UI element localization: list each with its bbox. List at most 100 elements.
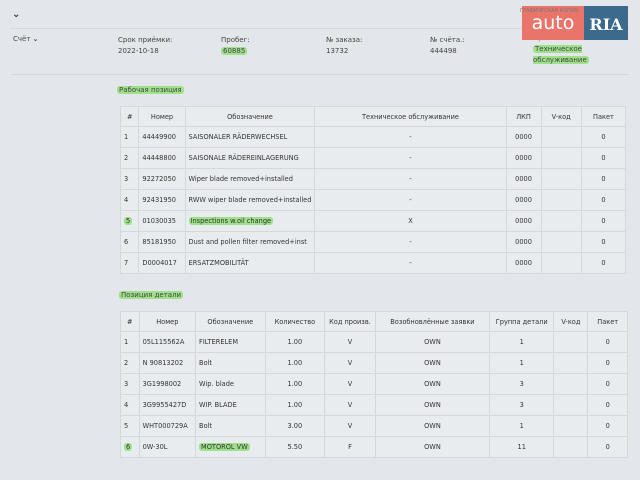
- column-header: Техническое обслуживание: [314, 106, 507, 127]
- table-cell: 1.00: [264, 394, 326, 416]
- column-header: Обозначение: [184, 106, 316, 127]
- table-cell: [553, 373, 589, 395]
- table-cell: 3G1998002: [138, 373, 197, 395]
- table-cell: 1: [120, 331, 140, 353]
- table-cell: MOTOROL VW: [195, 436, 266, 458]
- table-cell: 3: [489, 373, 555, 395]
- table-cell: Wiper blade removed+installed: [184, 168, 316, 190]
- column-header: ЛКП: [505, 106, 542, 127]
- table-cell: 3.00: [264, 415, 326, 437]
- autoria-watermark-logo: auto RIA: [522, 6, 628, 40]
- table-cell: 85181950: [138, 231, 186, 253]
- table-cell: [553, 415, 589, 437]
- table-header-row: # Номер Обозначение Количество Код произв. Во…: [120, 311, 628, 332]
- table-cell: 0000: [505, 168, 542, 190]
- table-cell: 3: [119, 168, 140, 190]
- table-cell: [540, 231, 582, 253]
- collapse-chevron-icon[interactable]: ⌄: [12, 9, 21, 20]
- table-cell: 0: [580, 210, 627, 232]
- table-cell: -: [314, 231, 507, 253]
- table-cell: ERSATZMOBILITÄT: [184, 252, 316, 274]
- table-cell: OWN: [374, 415, 491, 437]
- table-cell: 05L115562A: [138, 331, 197, 353]
- table-cell: OWN: [374, 352, 491, 374]
- table-cell: 0: [580, 126, 627, 148]
- table-cell: [553, 394, 589, 416]
- table-cell: 1.00: [264, 373, 326, 395]
- column-header: #: [120, 311, 140, 332]
- table-cell: 0: [580, 168, 627, 190]
- table-cell: 0W-30L: [138, 436, 197, 458]
- table-cell: Bolt: [195, 415, 266, 437]
- divider: [10, 74, 630, 75]
- table-cell: -: [314, 147, 507, 169]
- table-cell: 3: [489, 394, 555, 416]
- column-header: Обозначение: [195, 311, 266, 332]
- table-cell: -: [314, 168, 507, 190]
- table-cell: X: [314, 210, 507, 232]
- table-row: 3 92272050 Wiper blade removed+installed -0…: [119, 168, 627, 190]
- table-row: 6 0W-30L MOTOROL VW 5.50 F OWN 11 0: [120, 436, 628, 458]
- table-cell: WIP. BLADE: [195, 394, 266, 416]
- table-cell: 0: [587, 352, 628, 374]
- table-cell: 92272050: [138, 168, 186, 190]
- table-cell: 0: [580, 147, 627, 169]
- table-cell: 0000: [505, 126, 542, 148]
- table-cell: V: [324, 394, 376, 416]
- table-cell: 3: [120, 373, 140, 395]
- table-cell: 0000: [505, 252, 542, 274]
- table-header-row: # Номер Обозначение Техническое обслуживани…: [119, 106, 627, 127]
- table-cell: 0: [587, 394, 628, 416]
- column-header: Номер: [138, 311, 197, 332]
- work-positions-table: # Номер Обозначение Техническое обслуживани…: [119, 106, 627, 274]
- watermark-text: ГРАФИЧЕСКАЯ КОПИЯ: [520, 8, 579, 14]
- table-cell: 1: [489, 331, 555, 353]
- table-cell: 0000: [505, 231, 542, 253]
- table-cell: N 90813202: [138, 352, 197, 374]
- table-cell: 0: [580, 231, 627, 253]
- column-header: Пакет: [580, 106, 627, 127]
- table-cell: [553, 436, 589, 458]
- table-cell: RWW wiper blade removed+installed: [184, 189, 316, 211]
- table-cell: 1.00: [264, 352, 326, 374]
- field-date: Срок приёмки: 2022-10-18: [118, 36, 173, 55]
- table-cell: 0: [587, 436, 628, 458]
- field-mileage: Пробег: 60885: [221, 36, 250, 55]
- table-cell: V: [324, 352, 376, 374]
- table-cell: 1: [489, 352, 555, 374]
- table-row: 6 85181950 Dust and pollen filter removed+…: [119, 231, 627, 253]
- table-cell: 0: [587, 331, 628, 353]
- table-row: 3 3G1998002 Wip. blade 1.00 V OWN 3 0: [120, 373, 628, 395]
- table-cell: Wip. blade: [195, 373, 266, 395]
- table-cell: -: [314, 189, 507, 211]
- divider: [10, 28, 630, 29]
- table-cell: V: [324, 331, 376, 353]
- table-cell: 4: [120, 394, 140, 416]
- table-cell: WHT000729A: [138, 415, 197, 437]
- table-cell: [553, 331, 589, 353]
- table-cell: FILTERELEM: [195, 331, 266, 353]
- table-cell: 92431950: [138, 189, 186, 211]
- table-cell: 5.50: [264, 436, 326, 458]
- column-header: V-код: [553, 311, 589, 332]
- table-row: 2 44448800 SAISONALE RÄDEREINLAGERUNG -0000…: [119, 147, 627, 169]
- table-cell: 6: [119, 231, 140, 253]
- table-cell: 2: [119, 147, 140, 169]
- table-cell: [553, 352, 589, 374]
- table-row: 1 44449900 SAISONALER RÄDERWECHSEL -0000 0: [119, 126, 627, 148]
- column-header: Номер: [138, 106, 186, 127]
- parts-section-title: Позиция детали: [119, 291, 184, 299]
- field-order: № заказа: 13732: [326, 36, 363, 55]
- table-row: 4 3G9955427D WIP. BLADE 1.00 V OWN 3 0: [120, 394, 628, 416]
- table-cell: 2: [120, 352, 140, 374]
- table-cell: OWN: [374, 394, 491, 416]
- invoice-toggle[interactable]: Счёт ⌄: [13, 35, 39, 43]
- table-cell: [540, 210, 582, 232]
- table-cell: OWN: [374, 436, 491, 458]
- logo-auto: auto: [522, 6, 584, 40]
- table-cell: SAISONALER RÄDERWECHSEL: [184, 126, 316, 148]
- table-cell: Dust and pollen filter removed+inst: [184, 231, 316, 253]
- table-cell: 4: [119, 189, 140, 211]
- table-cell: 0000: [505, 210, 542, 232]
- table-cell: 6: [120, 436, 140, 458]
